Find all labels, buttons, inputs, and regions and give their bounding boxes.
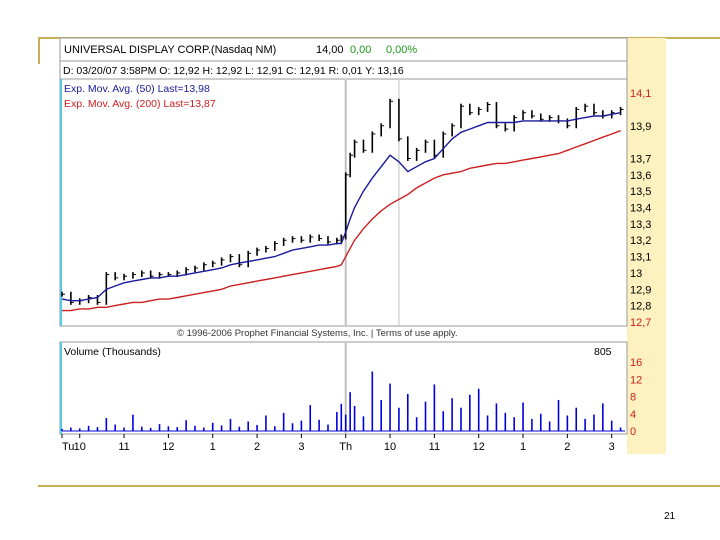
price-tick-label: 13,4 — [630, 203, 651, 215]
price-tick-label: 13,5 — [630, 186, 651, 198]
quote-line: D: 03/20/07 3:58PM O: 12,92 H: 12,92 L: … — [63, 65, 404, 77]
x-tick-label: Th — [339, 441, 352, 453]
x-tick-label: Tu — [62, 441, 74, 453]
x-tick-label: 12 — [473, 441, 485, 453]
x-tick-label: 11 — [429, 441, 440, 453]
price-tick-label: 13 — [630, 268, 642, 280]
slide-bottom-rule — [38, 485, 720, 487]
x-tick-label: 10 — [74, 441, 86, 453]
price-tick-label: 13,7 — [630, 153, 651, 165]
legend-ema200: Exp. Mov. Avg. (200) Last=13,87 — [64, 98, 216, 110]
x-tick-label: 10 — [384, 441, 396, 453]
volume-tick-label: 8 — [630, 392, 636, 404]
volume-tick-label: 12 — [630, 374, 642, 386]
volume-tick-label: 0 — [630, 426, 636, 438]
price-tick-label: 12,7 — [630, 317, 651, 329]
x-tick-label: 1 — [520, 441, 526, 453]
volume-tick-label: 16 — [630, 357, 642, 369]
price-panel — [59, 37, 628, 327]
price-change-pct: 0,00% — [386, 44, 417, 56]
x-tick-label: 1 — [210, 441, 216, 453]
volume-tick-label: 4 — [630, 409, 636, 421]
x-tick-label: 3 — [609, 441, 615, 453]
price-tick-label: 13,2 — [630, 235, 651, 247]
price-tick-label: 12,9 — [630, 284, 651, 296]
last-price: 14,00 — [316, 44, 344, 56]
legend-ema50: Exp. Mov. Avg. (50) Last=13,98 — [64, 83, 210, 95]
price-tick-label: 13,1 — [630, 252, 651, 264]
slide-left-rule — [38, 37, 40, 64]
volume-last: 805 — [594, 346, 612, 358]
x-tick-label: 2 — [564, 441, 570, 453]
price-tick-label: 13,6 — [630, 170, 651, 182]
x-tick-label: 11 — [118, 441, 129, 453]
series-ema200-line — [62, 130, 621, 312]
volume-panel — [59, 341, 628, 435]
price-tick-label: 12,8 — [630, 301, 651, 313]
price-tick-label: 13,9 — [630, 121, 651, 133]
price-change: 0,00 — [350, 44, 371, 56]
x-tick-label: 2 — [254, 441, 260, 453]
volume-title: Volume (Thousands) — [64, 346, 161, 358]
page-number: 21 — [664, 511, 676, 522]
copyright-note: © 1996-2006 Prophet Financial Systems, I… — [177, 328, 458, 339]
series-ema50-line — [61, 112, 621, 302]
axis-panel-bg — [627, 38, 666, 454]
company-name: UNIVERSAL DISPLAY CORP.(Nasdaq NM) — [64, 44, 276, 56]
x-tick-label: 12 — [162, 441, 174, 453]
price-tick-label: 13,3 — [630, 219, 651, 231]
price-tick-label: 14,1 — [630, 88, 651, 100]
x-tick-label: 3 — [298, 441, 304, 453]
